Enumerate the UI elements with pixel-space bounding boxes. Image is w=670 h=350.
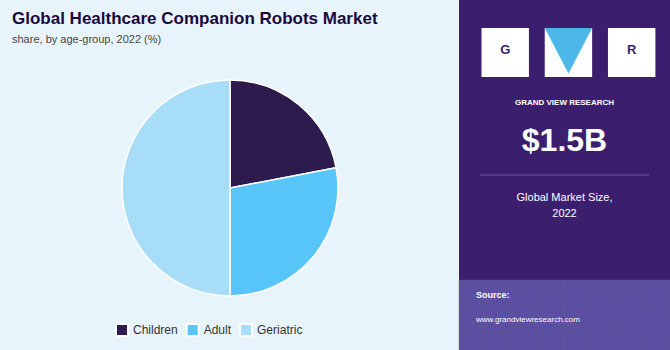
svg-text:Global Market Size,: Global Market Size, (517, 191, 613, 203)
svg-text:G: G (500, 42, 510, 57)
svg-text:R: R (627, 42, 637, 57)
svg-text:Adult: Adult (204, 323, 232, 337)
svg-text:2022: 2022 (552, 207, 576, 219)
svg-text:$1.5B: $1.5B (522, 122, 607, 158)
svg-text:GRAND VIEW RESEARCH: GRAND VIEW RESEARCH (515, 98, 614, 107)
svg-text:Geriatric: Geriatric (257, 323, 302, 337)
svg-text:Source:: Source: (476, 290, 510, 300)
svg-text:share, by age-group, 2022 (%): share, by age-group, 2022 (%) (12, 33, 161, 45)
svg-text:www.grandviewresearch.com: www.grandviewresearch.com (475, 315, 580, 324)
svg-text:Global Healthcare Companion Ro: Global Healthcare Companion Robots Marke… (12, 9, 378, 28)
svg-text:Children: Children (133, 323, 178, 337)
